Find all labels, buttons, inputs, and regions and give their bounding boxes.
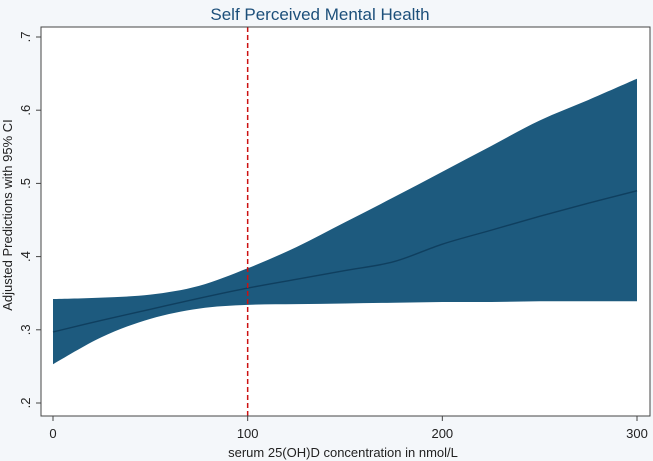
- x-tick-label: 100: [237, 426, 259, 441]
- y-tick-label: .7: [18, 32, 33, 43]
- x-axis-title: serum 25(OH)D concentration in nmol/L: [228, 445, 458, 460]
- x-tick-label: 300: [626, 426, 648, 441]
- plot-frame: [40, 26, 651, 417]
- y-axis-title: Adjusted Predictions with 95% CI: [0, 119, 15, 310]
- y-tick-label: .5: [18, 178, 33, 189]
- plot-area: [40, 26, 651, 417]
- y-tick-label: .3: [18, 324, 33, 335]
- y-tick-label: .6: [18, 105, 33, 116]
- confidence-band: [53, 78, 637, 365]
- chart-title: Self Perceived Mental Health: [210, 5, 429, 24]
- x-tick-label: 0: [49, 426, 56, 441]
- axes: .2 .3 .4 .5 .6 .7 0 100 200 300: [18, 32, 648, 441]
- y-tick-label: .4: [18, 251, 33, 262]
- x-tick-label: 200: [431, 426, 453, 441]
- y-tick-label: .2: [18, 398, 33, 409]
- prediction-line: [52, 190, 638, 333]
